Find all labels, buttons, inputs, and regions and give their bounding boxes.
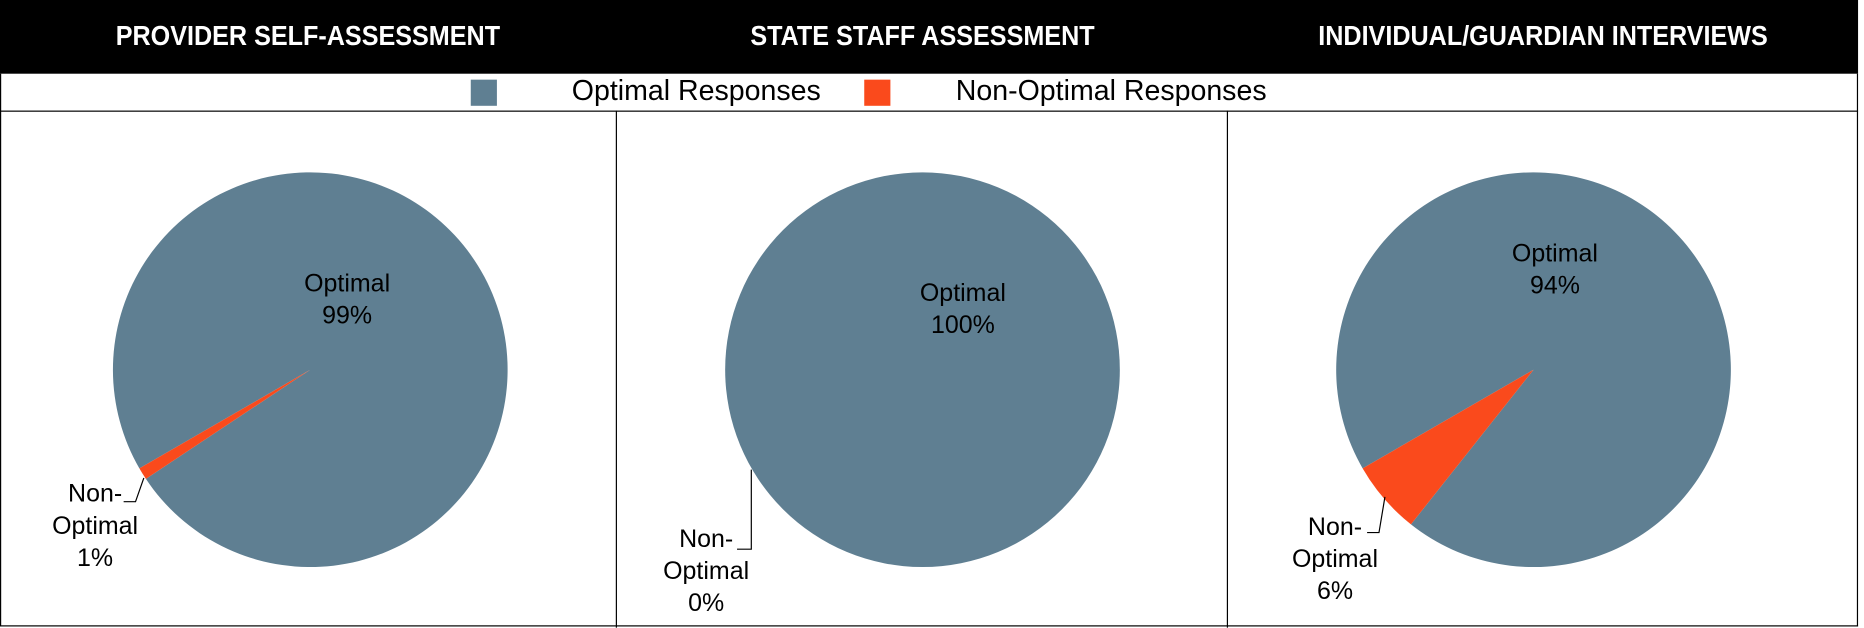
divider xyxy=(0,110,1859,112)
data-label: Non-Optimal 6% xyxy=(1287,511,1382,607)
panel-title: PROVIDER SELF-ASSESSMENT xyxy=(115,20,501,52)
pie-slice xyxy=(112,172,508,568)
header-bar xyxy=(0,0,1859,74)
data-label: Optimal 100% xyxy=(892,277,1035,341)
label-value: 94% xyxy=(1529,272,1580,300)
label-category: Optimal xyxy=(1511,240,1598,268)
data-label: Non-Optimal 0% xyxy=(659,523,754,619)
pie-slice xyxy=(1362,369,1534,525)
legend-label: Non-Optimal Responses xyxy=(955,74,1267,107)
label-value: 1% xyxy=(77,544,114,572)
label-value: 0% xyxy=(688,589,725,617)
label-category: Non-Optimal xyxy=(663,525,750,585)
data-label: Optimal 99% xyxy=(276,267,419,331)
label-category: Optimal xyxy=(304,269,391,298)
divider xyxy=(1226,110,1229,628)
legend-swatch xyxy=(470,79,497,106)
data-label: Non-Optimal 1% xyxy=(48,478,143,574)
divider xyxy=(615,110,617,628)
leader-line xyxy=(737,469,752,550)
label-category: Non-Optimal xyxy=(1291,513,1379,573)
panel-title: STATE STAFF ASSESSMENT xyxy=(750,20,1095,52)
legend-swatch xyxy=(864,79,891,106)
label-category: Non-Optimal xyxy=(52,480,139,540)
pie-slice xyxy=(1336,172,1731,568)
legend-label: Optimal Responses xyxy=(571,74,821,107)
panel-title: INDIVIDUAL/GUARDIAN INTERVIEWS xyxy=(1318,20,1768,52)
pie-slice xyxy=(139,369,311,479)
label-value: 99% xyxy=(322,301,373,330)
leader-line xyxy=(123,477,145,503)
label-category: Optimal xyxy=(919,279,1006,307)
leader-line xyxy=(1367,496,1386,534)
frame xyxy=(0,73,1859,627)
data-label: Optimal 94% xyxy=(1484,238,1627,302)
label-value: 6% xyxy=(1316,577,1354,606)
label-value: 100% xyxy=(930,311,995,339)
